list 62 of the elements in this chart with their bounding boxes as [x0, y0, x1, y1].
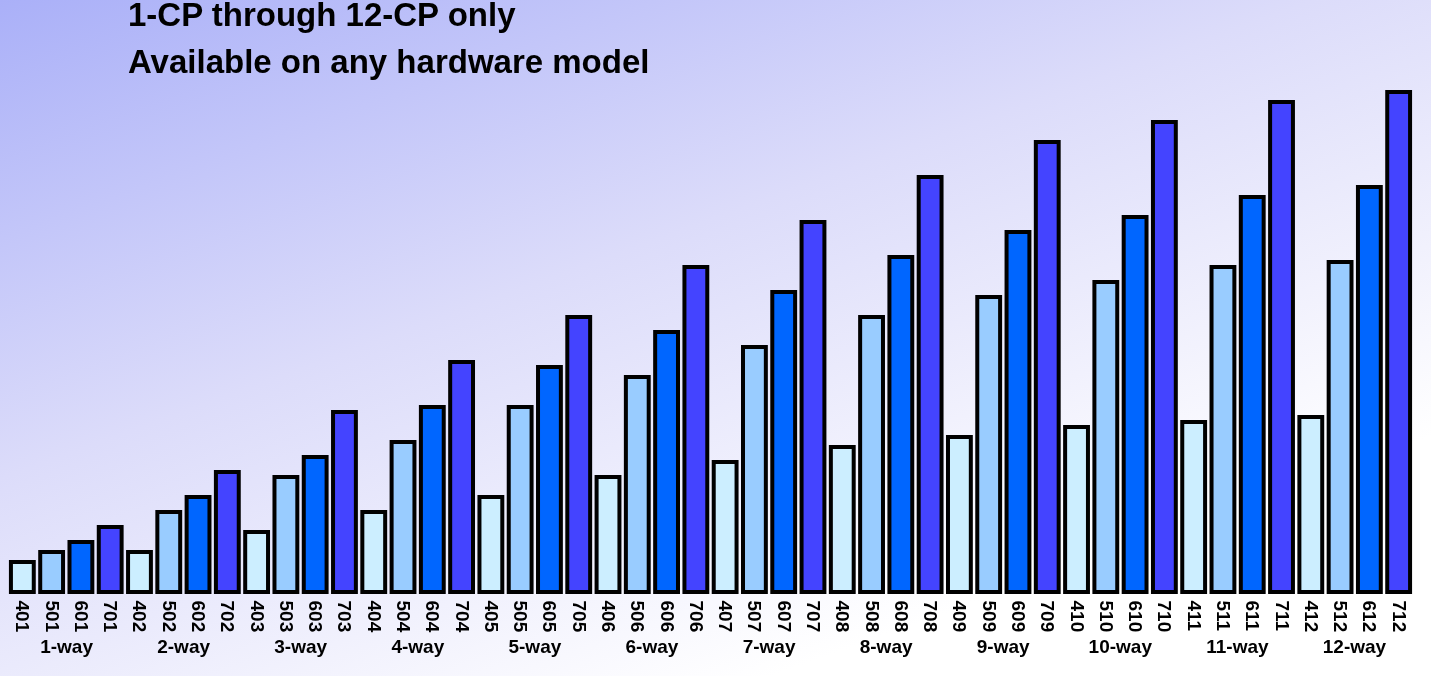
x-tick-label: 408 — [832, 600, 854, 633]
chart-subtitle: Available on any hardware model — [128, 43, 650, 80]
x-tick-label: 601 — [70, 600, 92, 633]
text: 2-way — [157, 636, 211, 657]
x-tick-label: 412 — [1300, 600, 1322, 633]
x-tick-label: 503 — [275, 600, 297, 633]
x-tick-label: 403 — [246, 600, 268, 633]
x-tick-label: 706 — [685, 600, 707, 633]
x-tick-label: 406 — [598, 600, 620, 633]
x-tick-label: 612 — [1359, 600, 1381, 633]
x-tick-label: 611 — [1242, 600, 1264, 632]
x-tick-label: 401 — [12, 600, 34, 633]
x-tick-label: 502 — [158, 600, 180, 633]
x-tick-label: 702 — [217, 600, 239, 633]
text: 10-way — [1088, 636, 1153, 657]
text: 5-way — [508, 636, 562, 657]
text: 12-way — [1322, 636, 1387, 657]
text: 1-way — [40, 636, 94, 657]
x-tick-label: 609 — [1007, 600, 1029, 633]
x-tick-label: 509 — [978, 600, 1000, 633]
x-tick-label: 407 — [715, 600, 737, 633]
text: 3-way — [274, 636, 328, 657]
x-tick-label: 707 — [802, 600, 824, 633]
x-tick-label: 410 — [1066, 600, 1088, 633]
x-tick-label: 512 — [1330, 600, 1352, 633]
x-tick-label: 405 — [480, 600, 502, 633]
x-tick-label: 709 — [1037, 600, 1059, 633]
x-tick-label: 506 — [627, 600, 649, 633]
x-tick-label: 605 — [539, 600, 561, 633]
text: 4-way — [391, 636, 445, 657]
x-tick-label: 703 — [334, 600, 356, 633]
x-tick-label: 712 — [1388, 600, 1410, 633]
text: 11-way — [1206, 636, 1269, 657]
x-tick-label: 507 — [744, 600, 766, 633]
x-tick-label: 501 — [41, 600, 63, 633]
chart-title: 1-CP through 12-CP only — [128, 0, 517, 33]
x-tick-label: 508 — [861, 600, 883, 633]
text: 6-way — [625, 636, 679, 657]
x-tick-label: 409 — [949, 600, 971, 633]
x-tick-label: 711 — [1271, 600, 1293, 632]
x-tick-label: 710 — [1154, 600, 1176, 633]
x-tick-label: 602 — [188, 600, 210, 633]
x-tick-label: 505 — [510, 600, 532, 633]
x-tick-label: 705 — [568, 600, 590, 633]
x-tick-label: 610 — [1125, 600, 1147, 633]
x-tick-label: 708 — [920, 600, 942, 633]
x-tick-label: 404 — [363, 600, 385, 633]
text: 9-way — [976, 636, 1031, 657]
x-tick-label: 510 — [1095, 600, 1117, 633]
x-tick-label: 608 — [890, 600, 912, 633]
x-tick-label: 504 — [393, 600, 415, 633]
text: 8-way — [859, 636, 913, 657]
x-tick-label: 606 — [656, 600, 678, 633]
x-tick-label: 603 — [305, 600, 327, 633]
x-tick-label: 604 — [422, 600, 444, 633]
x-tick-label: 411 — [1183, 600, 1205, 632]
x-tick-label: 607 — [773, 600, 795, 633]
x-tick-label: 402 — [129, 600, 151, 633]
x-tick-label: 511 — [1212, 600, 1234, 632]
x-tick-label: 701 — [100, 600, 122, 633]
x-tick-label: 704 — [451, 600, 473, 633]
text: 7-way — [742, 636, 796, 657]
